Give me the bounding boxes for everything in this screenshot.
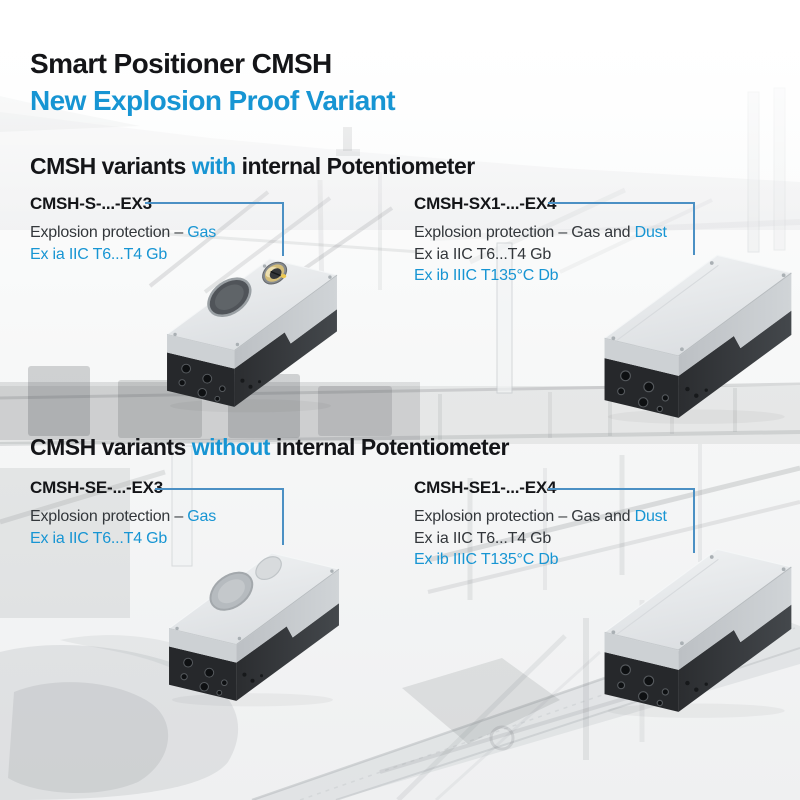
text-segment: Explosion protection – [30, 224, 188, 241]
text-segment: internal Potentiometer [269, 434, 510, 460]
product-specs-4: Explosion protection – Gas and Dust Ex ia… [414, 506, 667, 571]
text-segment: Dust [634, 224, 667, 241]
text-segment: Ex ia IIC T6...T4 Gb [414, 529, 552, 547]
text-segment: Explosion protection – [414, 224, 572, 241]
section-1-heading: CMSH variants with internal Potentiomete… [30, 153, 475, 179]
page-subtitle: New Explosion Proof Variant [30, 85, 396, 116]
product-model-1: CMSH-S-...-EX3 [30, 194, 152, 213]
product-specs-1: Explosion protection – Gas Ex ia IIC T6..… [30, 222, 216, 265]
spec-line: Ex ia IIC T6...T4 Gb [30, 528, 216, 550]
text-segment: Gas and [571, 508, 635, 525]
spec-line: Explosion protection – Gas and Dust [414, 222, 667, 244]
text-segment: with [191, 153, 237, 179]
spec-line: Ex ia IIC T6...T4 Gb [30, 244, 216, 266]
connector-line-4 [548, 488, 695, 553]
product-model-2: CMSH-SX1-...-EX4 [414, 194, 557, 213]
connector-line-1 [145, 202, 284, 256]
spec-line: Ex ia IIC T6...T4 Gb [414, 528, 667, 550]
connector-line-2 [548, 202, 695, 255]
spec-line: Explosion protection – Gas [30, 506, 216, 528]
spec-line: Explosion protection – Gas and Dust [414, 506, 667, 528]
page-title: Smart Positioner CMSH [30, 48, 332, 79]
connector-line-3 [155, 488, 284, 545]
text-segment: internal Potentiometer [235, 153, 476, 179]
section-2-heading: CMSH variants without internal Potentiom… [30, 434, 509, 460]
product-image-2 [599, 252, 798, 427]
text-segment: without [191, 434, 271, 460]
text-segment: Ex ib IIIC T135°C Db [414, 267, 559, 284]
spec-line: Ex ib IIIC T135°C Db [414, 265, 667, 287]
text-segment: Gas [187, 224, 217, 241]
spec-line: Ex ia IIC T6...T4 Gb [414, 244, 667, 266]
product-image-1 [162, 256, 343, 415]
product-image-3 [164, 550, 345, 709]
spec-line: Explosion protection – Gas [30, 222, 216, 244]
text-segment: Ex ia IIC T6...T4 Gb [30, 245, 168, 263]
text-segment: Ex ib IIIC T135°C Db [414, 551, 559, 568]
text-segment: Ex ia IIC T6...T4 Gb [414, 245, 552, 263]
product-specs-2: Explosion protection – Gas and Dust Ex ia… [414, 222, 667, 287]
product-model-4: CMSH-SE1-...-EX4 [414, 478, 557, 497]
text-segment: CMSH variants [30, 153, 192, 179]
spec-line: Ex ib IIIC T135°C Db [414, 549, 667, 571]
text-segment: Explosion protection – [30, 508, 188, 525]
text-segment: Dust [634, 508, 667, 525]
text-segment: Explosion protection – [414, 508, 572, 525]
product-image-4 [599, 546, 798, 721]
product-model-3: CMSH-SE-...-EX3 [30, 478, 164, 497]
text-segment: Gas [187, 508, 217, 525]
text-segment: CMSH variants [30, 434, 192, 460]
text-segment: Gas and [571, 224, 635, 241]
product-specs-3: Explosion protection – Gas Ex ia IIC T6..… [30, 506, 216, 549]
text-segment: Ex ia IIC T6...T4 Gb [30, 529, 168, 547]
